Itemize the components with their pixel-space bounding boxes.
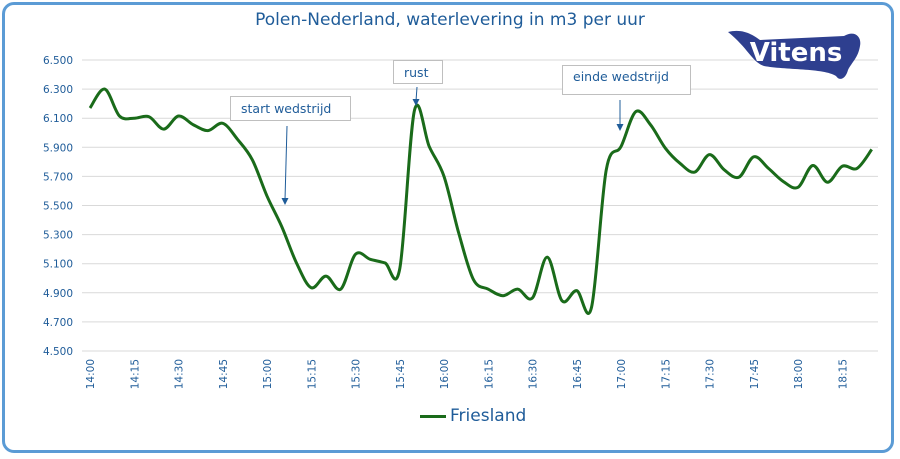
x-tick-label: 15:30 (351, 359, 363, 389)
x-tick-label: 18:00 (793, 359, 805, 389)
x-tick-label: 17:15 (660, 359, 672, 389)
series-line-friesland (88, 87, 873, 315)
y-tick-label: 5.100 (43, 259, 73, 271)
x-tick-label: 15:15 (306, 359, 318, 389)
vitens-logo: Vitens (724, 26, 864, 90)
arrow-head-icon (616, 124, 624, 131)
x-tick-label: 14:30 (174, 359, 186, 389)
y-tick-label: 5.300 (43, 230, 73, 242)
x-tick-label: 17:00 (616, 359, 628, 389)
annotation-arrow (415, 86, 418, 102)
x-tick-label: 15:45 (395, 359, 407, 389)
x-tick-label: 15:00 (262, 359, 274, 389)
arrow-head-icon (281, 198, 289, 205)
x-tick-label: 16:15 (483, 359, 495, 389)
annotation-arrow (284, 125, 288, 201)
x-tick-label: 16:00 (439, 359, 451, 389)
x-tick-label: 14:45 (218, 359, 230, 389)
chart-title: Polen-Nederland, waterlevering in m3 per… (255, 10, 645, 30)
y-tick-label: 4.700 (43, 317, 73, 329)
annotation-rust: rust (393, 60, 443, 84)
x-tick-label: 17:30 (705, 359, 717, 389)
x-tick-label: 14:15 (129, 359, 141, 389)
chart-frame (2, 2, 894, 453)
annotation-start-wedstrijd: start wedstrijd (230, 96, 351, 121)
annotation-einde-wedstrijd: einde wedstrijd (562, 65, 691, 95)
legend-swatch-friesland (420, 414, 446, 418)
x-tick-label: 17:45 (749, 359, 761, 389)
arrow-head-icon (412, 99, 420, 106)
y-tick-label: 4.900 (43, 288, 73, 300)
y-tick-label: 6.300 (43, 84, 73, 96)
y-tick-label: 6.100 (43, 113, 73, 125)
y-tick-label: 5.500 (43, 201, 73, 213)
y-tick-label: 4.500 (43, 346, 73, 358)
y-tick-label: 5.700 (43, 171, 73, 183)
y-tick-label: 6.500 (43, 55, 73, 67)
legend: Friesland (420, 406, 526, 426)
x-tick-label: 16:45 (572, 359, 584, 389)
legend-label-friesland: Friesland (450, 406, 527, 426)
svg-text:Vitens: Vitens (750, 38, 843, 68)
y-tick-label: 5.900 (43, 142, 73, 154)
x-tick-label: 14:00 (85, 359, 97, 389)
x-tick-label: 18:15 (837, 359, 849, 389)
x-tick-label: 16:30 (528, 359, 540, 389)
